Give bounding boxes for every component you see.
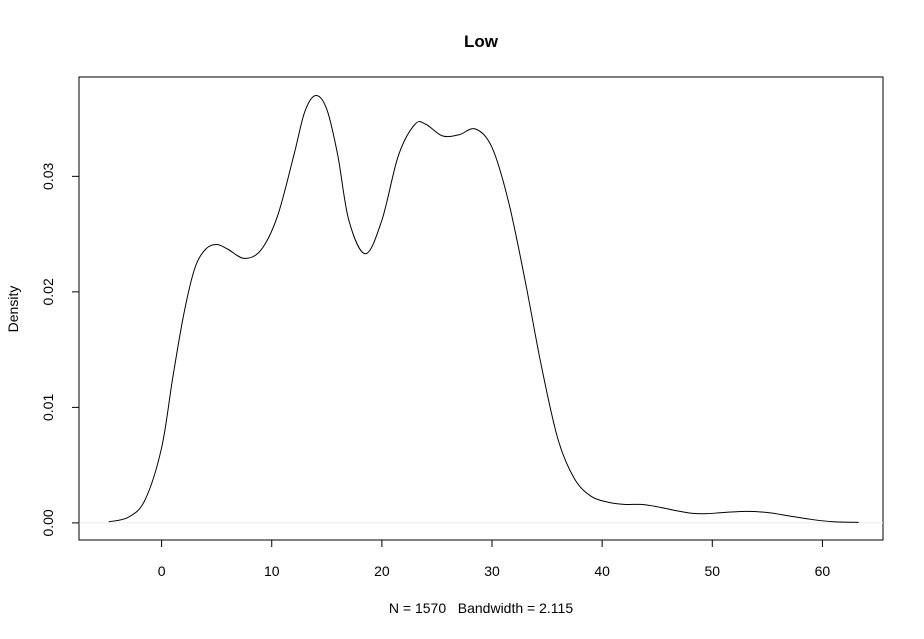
x-axis-label: N = 1570 Bandwidth = 2.115 xyxy=(389,600,573,616)
density-line xyxy=(108,94,859,523)
y-tick-label: 0.01 xyxy=(40,394,56,421)
x-tick-label: 0 xyxy=(158,563,166,579)
x-tick-label: 50 xyxy=(704,563,720,579)
x-tick-label: 40 xyxy=(594,563,610,579)
x-axis: 0 10 20 30 40 50 60 xyxy=(158,539,831,579)
y-tick-label: 0.02 xyxy=(40,278,56,305)
y-axis: 0.00 0.01 0.02 0.03 xyxy=(40,163,80,537)
y-axis-label: Density xyxy=(5,286,21,333)
x-tick-label: 60 xyxy=(815,563,831,579)
x-tick-label: 10 xyxy=(264,563,280,579)
x-tick-label: 30 xyxy=(484,563,500,579)
y-tick-label: 0.03 xyxy=(40,163,56,190)
x-tick-label: 20 xyxy=(374,563,390,579)
y-tick-label: 0.00 xyxy=(40,509,56,536)
chart-title: Low xyxy=(464,32,499,51)
